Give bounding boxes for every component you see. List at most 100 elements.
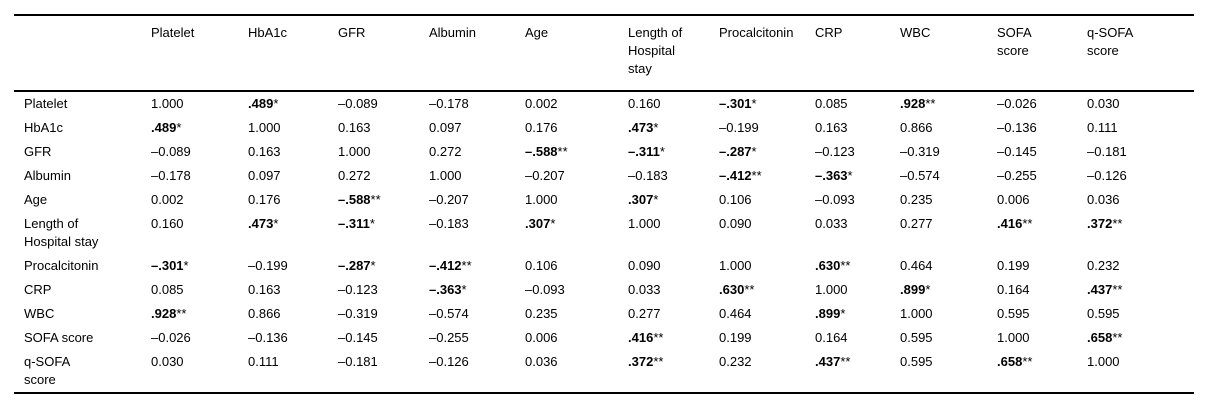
correlation-cell: 0.033	[815, 216, 848, 231]
header-row: Platelet HbA1c GFR Albumin Age Length of Hosp…	[14, 15, 1194, 92]
significant-value: –.588	[525, 144, 558, 159]
col-header-age: Age	[515, 15, 618, 92]
correlation-cell: .473*	[618, 116, 709, 140]
correlation-cell: 0.085	[815, 96, 848, 111]
row-label: HbA1c	[24, 120, 64, 135]
correlation-cell: –.287*	[709, 140, 805, 164]
significance-marker: **	[744, 282, 755, 297]
col-header-albumin: Albumin	[419, 15, 515, 92]
correlation-cell: .437**	[1077, 278, 1194, 302]
correlation-cell: –0.145	[338, 330, 378, 345]
correlation-cell: 0.176	[248, 192, 281, 207]
significant-value: –.412	[719, 168, 752, 183]
col-header-gfr: GFR	[328, 15, 419, 92]
significant-value: –.412	[429, 258, 462, 273]
correlation-cell: –.588**	[328, 188, 419, 212]
significance-marker: *	[176, 120, 182, 135]
table-row: CRP 0.085 0.163 –0.123 –.363* –0.093 0.033.630…	[14, 278, 1194, 302]
row-label: Albumin	[24, 168, 71, 183]
correlation-cell: 0.164	[997, 282, 1030, 297]
correlation-cell: –.287*	[328, 254, 419, 278]
correlation-cell: 1.000	[1087, 354, 1120, 369]
correlation-cell: –0.136	[248, 330, 288, 345]
correlation-cell: 0.036	[1087, 192, 1120, 207]
correlation-cell: .630**	[709, 278, 805, 302]
correlation-cell: 0.595	[900, 354, 933, 369]
significance-marker: **	[1022, 354, 1033, 369]
correlation-cell: .489*	[141, 116, 238, 140]
correlation-cell: –0.093	[525, 282, 565, 297]
significance-marker: **	[751, 168, 762, 183]
correlation-cell: 0.030	[1087, 96, 1120, 111]
significance-marker: *	[847, 168, 853, 183]
row-label: GFR	[24, 144, 52, 159]
row-label: Platelet	[24, 96, 68, 111]
correlation-cell: –.588**	[515, 140, 618, 164]
correlation-cell: .928**	[890, 91, 987, 116]
correlation-cell: –0.181	[338, 354, 378, 369]
correlation-cell: 0.111	[248, 354, 279, 369]
row-label: SOFA score	[24, 330, 94, 345]
correlation-cell: 0.464	[719, 306, 752, 321]
correlation-cell: –0.207	[525, 168, 565, 183]
correlation-cell: 1.000	[719, 258, 752, 273]
significance-marker: *	[925, 282, 931, 297]
correlation-cell: 1.000	[815, 282, 848, 297]
correlation-cell: 0.163	[815, 120, 848, 135]
correlation-cell: 1.000	[525, 192, 558, 207]
significance-marker: **	[840, 258, 851, 273]
significant-value: .928	[151, 306, 177, 321]
correlation-cell: 1.000	[429, 168, 462, 183]
col-header-sofa: SOFA score	[987, 15, 1077, 92]
correlation-cell: 0.090	[628, 258, 661, 273]
correlation-cell: 0.464	[900, 258, 933, 273]
significance-marker: *	[653, 192, 659, 207]
significant-value: .416	[997, 216, 1023, 231]
correlation-cell: 0.097	[429, 120, 462, 135]
significant-value: –.363	[429, 282, 462, 297]
correlation-cell: 0.235	[525, 306, 558, 321]
col-header-procalcitonin: Procalcitonin	[709, 15, 805, 92]
significance-marker: **	[925, 96, 936, 111]
correlation-cell: 0.163	[338, 120, 371, 135]
correlation-cell: –0.574	[429, 306, 469, 321]
significant-value: .307	[628, 192, 654, 207]
correlation-cell: 0.277	[900, 216, 933, 231]
correlation-cell: 0.866	[248, 306, 281, 321]
significance-marker: **	[1112, 330, 1123, 345]
correlation-cell: 0.272	[429, 144, 462, 159]
correlation-cell: 0.199	[719, 330, 752, 345]
row-label: Age	[24, 192, 48, 207]
significance-marker: *	[273, 216, 279, 231]
correlation-cell: .437**	[805, 350, 890, 393]
correlation-cell: 0.199	[997, 258, 1030, 273]
correlation-cell: –0.199	[248, 258, 288, 273]
correlation-cell: 0.106	[525, 258, 558, 273]
significant-value: –.301	[719, 96, 752, 111]
significant-value: –.588	[338, 192, 371, 207]
correlation-cell: –.412**	[419, 254, 515, 278]
significant-value: –.311	[628, 144, 660, 159]
correlation-cell: –0.181	[1087, 144, 1127, 159]
correlation-cell: 0.164	[815, 330, 848, 345]
correlation-cell: –.412**	[709, 164, 805, 188]
correlation-cell: .899*	[890, 278, 987, 302]
correlation-table-container: Platelet HbA1c GFR Albumin Age Length of Hosp…	[14, 14, 1194, 394]
col-header-crp: CRP	[805, 15, 890, 92]
significant-value: .489	[151, 120, 177, 135]
row-label: Procalcitonin	[24, 258, 99, 273]
significance-marker: *	[183, 258, 189, 273]
significant-value: .416	[628, 330, 654, 345]
table-row: WBC .928** 0.866 –0.319 –0.574 0.235 0.277 0.46…	[14, 302, 1194, 326]
table-row: GFR –0.089 0.163 1.000 0.272 –.588** –.311* –.2…	[14, 140, 1194, 164]
correlation-cell: 1.000	[248, 120, 281, 135]
correlation-cell: .658**	[1077, 326, 1194, 350]
correlation-cell: –0.089	[338, 96, 378, 111]
significant-value: .899	[900, 282, 926, 297]
significant-value: .372	[628, 354, 654, 369]
significance-marker: *	[369, 216, 375, 231]
significant-value: .473	[628, 120, 654, 135]
correlation-cell: –0.136	[997, 120, 1037, 135]
correlation-cell: 0.232	[1087, 258, 1120, 273]
corner-cell	[14, 15, 141, 92]
